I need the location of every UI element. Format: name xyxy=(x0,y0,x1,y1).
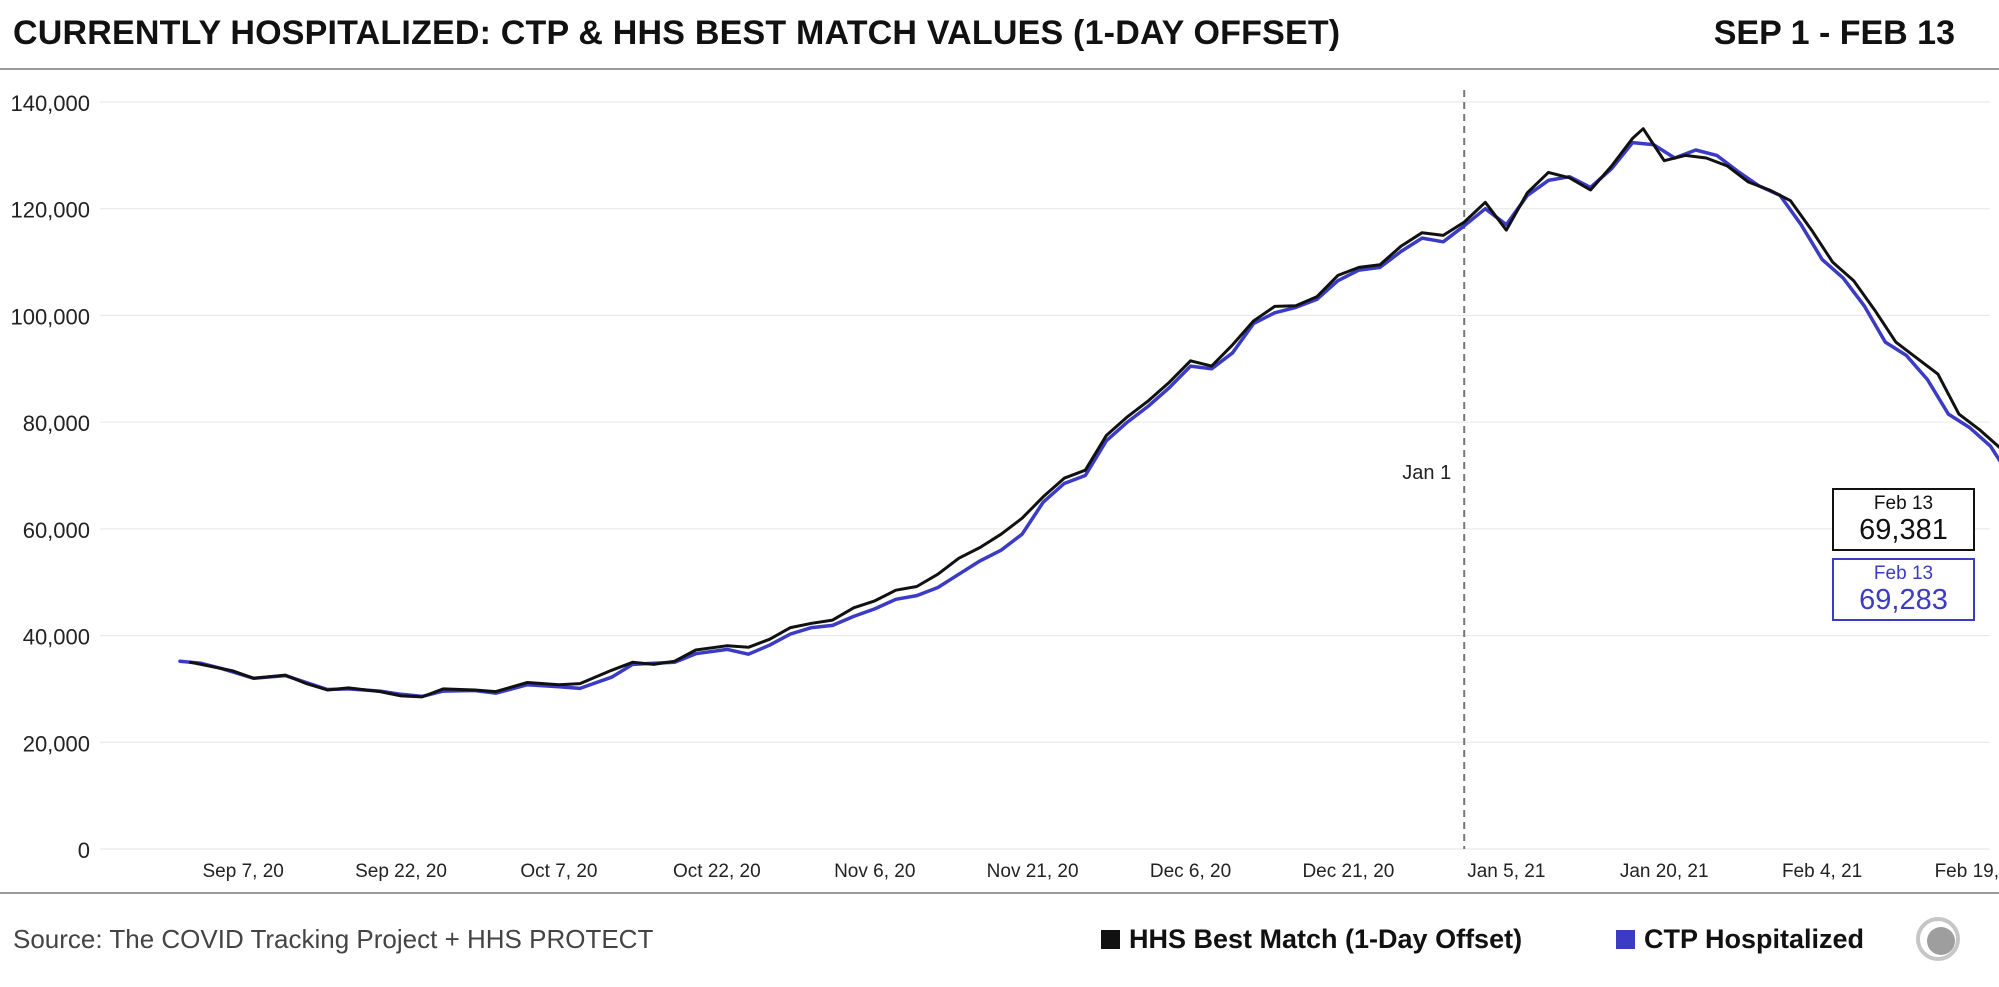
y-tick-label: 120,000 xyxy=(10,198,90,223)
ctp-callout-date: Feb 13 xyxy=(1873,563,1934,584)
y-tick-label: 140,000 xyxy=(10,91,90,116)
x-tick-label: Oct 7, 20 xyxy=(520,861,597,882)
ctp-callout-value: 69,283 xyxy=(1859,584,1948,616)
y-tick-label: 80,000 xyxy=(23,411,90,436)
x-tick-label: Feb 19, 21 xyxy=(1935,861,1999,882)
legend-item-ctp: CTP Hospitalized xyxy=(1616,924,1864,955)
legend-swatch-ctp xyxy=(1616,930,1635,949)
legend-swatch-hhs xyxy=(1101,930,1120,949)
x-tick-label: Jan 20, 21 xyxy=(1620,861,1709,882)
chart-title: CURRENTLY HOSPITALIZED: CTP & HHS BEST M… xyxy=(13,14,1341,52)
y-tick-label: 60,000 xyxy=(23,518,90,543)
x-tick-label: Dec 6, 20 xyxy=(1150,861,1231,882)
series-line-hhs-best-match xyxy=(189,127,1999,699)
legend-label-ctp: CTP Hospitalized xyxy=(1644,924,1865,954)
source-note: Source: The COVID Tracking Project + HHS… xyxy=(13,924,654,954)
legend-item-hhs: HHS Best Match (1-Day Offset) xyxy=(1101,924,1522,955)
y-tick-label: 100,000 xyxy=(10,304,90,329)
x-tick-label: Sep 22, 20 xyxy=(355,861,447,882)
hhs-last-value-callout: Feb 13 69,381 xyxy=(1832,488,1975,551)
hhs-callout-value: 69,381 xyxy=(1859,514,1948,546)
x-tick-label: Nov 6, 20 xyxy=(834,861,915,882)
y-tick-label: 20,000 xyxy=(23,731,90,756)
x-tick-label: Sep 7, 20 xyxy=(202,861,283,882)
hhs-callout-date: Feb 13 xyxy=(1873,493,1934,514)
line-chart: 0 20,000 40,000 60,000 80,000 100,000 120,000 1… xyxy=(10,90,1999,882)
y-tick-label: 40,000 xyxy=(23,625,90,650)
jan-1-marker-label: Jan 1 xyxy=(1402,462,1451,484)
x-tick-label: Feb 4, 21 xyxy=(1782,861,1862,882)
x-tick-label: Dec 21, 20 xyxy=(1302,861,1394,882)
date-range-label: SEP 1 - FEB 13 xyxy=(1713,14,1955,52)
footer-divider xyxy=(0,892,1999,894)
ctp-last-value-callout: Feb 13 69,283 xyxy=(1832,558,1975,621)
legend-label-hhs: HHS Best Match (1-Day Offset) xyxy=(1129,924,1523,954)
x-tick-label: Nov 21, 20 xyxy=(987,861,1079,882)
x-tick-label: Jan 5, 21 xyxy=(1467,861,1545,882)
y-tick-label: 0 xyxy=(78,838,90,863)
series-line-ctp-hospitalized xyxy=(178,140,1999,699)
x-tick-label: Oct 22, 20 xyxy=(673,861,761,882)
covid-tracking-project-logo xyxy=(1916,917,1960,961)
chart-header: CURRENTLY HOSPITALIZED: CTP & HHS BEST M… xyxy=(0,0,1999,70)
